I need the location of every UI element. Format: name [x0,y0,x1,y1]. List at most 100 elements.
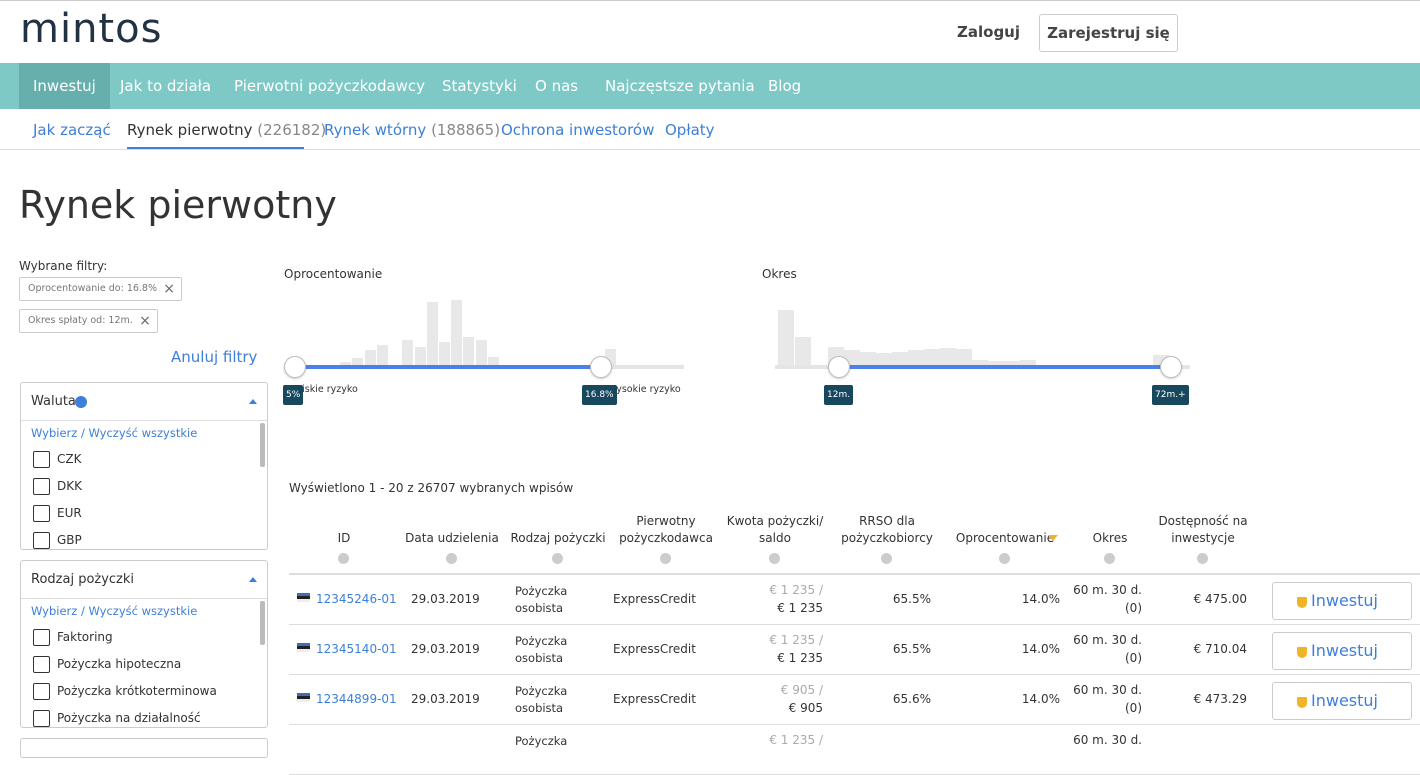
loan-type: Pożyczka osobista [515,634,568,665]
header-divider [289,573,1420,575]
info-icon [552,553,563,564]
sub-nav-item[interactable]: Ochrona inwestorów [501,121,654,139]
filter-chip[interactable]: Oprocentowanie do: 16.8% × [19,277,183,301]
sub-nav-label: Jak zacząć [33,121,111,139]
available-amount: € 475.00 [1193,592,1247,606]
table-row: 12345246-01 29.03.2019 Pożyczka osobista Ex… [289,575,1420,625]
sub-nav-item[interactable]: Opłaty [665,121,715,139]
column-header[interactable]: Okres [1092,531,1128,545]
originator: ExpressCredit [613,642,696,656]
select-all[interactable]: Wybierz / Wyczyść wszystkie [31,604,198,618]
sub-nav-count: (188865) [431,121,501,139]
filter-panel: Waluta Wybierz / Wyczyść wszystkie CZK DKK E… [20,382,268,550]
slider-handle[interactable] [828,356,850,378]
issue-date: 29.03.2019 [411,592,480,606]
column-header[interactable]: Rodzaj pożyczki [510,531,606,545]
invest-button[interactable]: Inwestuj [1272,632,1412,670]
loan-table: ID Data udzielenia Rodzaj pożyczki Pierwotn… [289,505,1420,775]
collapse-caret[interactable] [249,399,257,404]
chip-close[interactable]: × [163,281,176,297]
range-text: Niskie ryzyko [295,384,358,395]
filter-panel [20,738,268,758]
loan-id[interactable]: 12345140-01 [316,642,397,656]
term: 60 m. 30 d. [1073,633,1142,647]
loan-amount: € 1 235 / [769,633,823,647]
filters-label: Wybrane filtry: [19,259,108,273]
interest-rate: 14.0% [1021,592,1060,606]
slider-badge: 5% [283,385,304,405]
flag-icon [297,693,310,702]
flag-icon [297,593,310,602]
collapse-caret[interactable] [249,577,257,582]
column-header[interactable]: Oprocentowanie [955,531,1055,545]
column-header[interactable]: Kwota pożyczki/ saldo [726,514,824,545]
sort-arrow[interactable] [1048,535,1058,541]
register-button[interactable]: Zarejestruj się [1039,14,1178,52]
checkbox[interactable] [33,505,50,522]
checkbox[interactable] [33,532,50,549]
slider-handle[interactable] [590,356,612,378]
sub-nav-label: Opłaty [665,121,715,139]
checkbox[interactable] [33,710,50,727]
option-label: Pożyczka hipoteczna [57,657,182,671]
option-label: GBP [57,533,82,547]
loan-amount: € 1 235 / [769,733,823,747]
term: 60 m. 30 d. [1073,733,1142,747]
checkbox[interactable] [33,478,50,495]
panel-title: Waluta [31,394,76,409]
late-days: (0) [1125,601,1142,615]
loan-id[interactable]: 12345246-01 [316,592,397,606]
chip-close[interactable]: × [139,313,151,329]
slider-handle[interactable] [284,356,306,378]
balance: € 905 [788,701,823,715]
top-border [0,0,1420,1]
issue-date: 29.03.2019 [411,692,480,706]
nav-item[interactable]: Statystyki [442,77,517,95]
scrollbar [260,601,265,645]
issue-date: 29.03.2019 [411,642,480,656]
column-header[interactable]: Dostępność na inwestycje [1158,514,1248,545]
loan-type: Pożyczka [515,734,568,748]
late-days: (0) [1125,701,1142,715]
column-header[interactable]: ID [337,531,351,545]
nav-item[interactable]: Blog [768,77,802,95]
invest-button[interactable]: Inwestuj [1272,682,1412,720]
checkbox[interactable] [33,656,50,673]
option-label: DKK [57,479,82,493]
balance: € 1 235 [777,651,823,665]
sub-nav-item[interactable]: Jak zacząć [33,121,111,139]
slider-label: Okres [762,267,797,281]
sub-nav: Jak zacząć Rynek pierwotny (226182) Rynek … [0,109,1420,150]
option-label: EUR [57,506,82,520]
nav-item[interactable]: Jak to działa [120,77,212,95]
table-summary: Wyświetlono 1 - 20 z 26707 wybranych wpi… [289,481,574,495]
rate-histogram [295,300,684,369]
clear-filters[interactable]: Anuluj filtry [171,348,258,366]
slider-label: Oprocentowanie [284,267,383,281]
info-icon [881,553,892,564]
checkbox[interactable] [33,451,50,468]
nav-item[interactable]: O nas [535,77,579,95]
checkbox[interactable] [33,629,50,646]
nav-item[interactable]: Inwestuj [19,63,110,109]
select-all[interactable]: Wybierz / Wyczyść wszystkie [31,426,198,440]
loan-id[interactable]: 12344899-01 [316,692,397,706]
invest-button[interactable]: Inwestuj [1272,582,1412,620]
panel-title: Rodzaj pożyczki [31,572,135,587]
filter-chip[interactable]: Okres spłaty od: 12m. × [19,309,158,333]
nav-bar: Inwestuj Jak to działa Pierwotni pożyczkod… [0,63,1420,109]
slider-handle[interactable] [1160,356,1182,378]
checkbox[interactable] [33,683,50,700]
info-icon [1197,553,1208,564]
sub-nav-item[interactable]: Rynek pierwotny (226182) [127,121,326,139]
nav-item[interactable]: Najczęstsze pytania [605,77,755,95]
login-link[interactable]: Zaloguj [957,23,1021,41]
sub-nav-item[interactable]: Rynek wtórny (188865) [324,121,500,139]
info-icon [660,553,671,564]
nav-item[interactable]: Pierwotni pożyczkodawcy [234,77,426,95]
column-header[interactable]: Pierwotny pożyczkodawca [619,514,713,545]
logo[interactable]: mintos [20,6,163,52]
column-header[interactable]: RRSO dla pożyczkobiorcy [841,514,933,545]
column-header[interactable]: Data udzielenia [405,531,499,545]
